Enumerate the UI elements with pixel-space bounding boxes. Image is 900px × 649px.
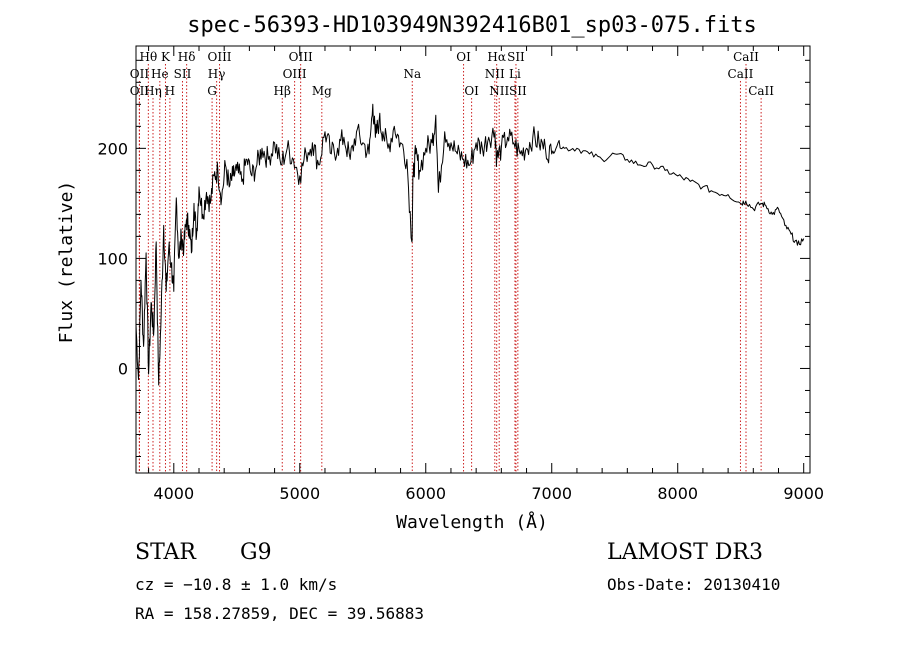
line-label-10: Hγ (208, 67, 226, 81)
line-label-21: NII (489, 84, 509, 98)
line-label-13: OIII (283, 67, 307, 81)
line-label-2: OII (130, 84, 150, 98)
line-label-1: OII (130, 67, 150, 81)
line-label-25: CaII (733, 50, 759, 64)
line-label-16: Na (403, 67, 421, 81)
x-tick-label-3: 7000 (531, 484, 572, 503)
survey-name: LAMOST DR3 (607, 540, 763, 565)
spectrum-series-line (135, 103, 805, 386)
ra-dec-coordinates: RA = 158.27859, DEC = 39.56883 (135, 604, 424, 623)
x-tick-label-0: 4000 (153, 484, 194, 503)
line-label-19: Hα (487, 50, 506, 64)
x-tick-label-4: 8000 (657, 484, 698, 503)
line-label-20: NII (485, 67, 505, 81)
spectral-subclass: G9 (240, 540, 272, 565)
spectral-line-markers: Hθ OII OII K He Hη Hδ SII H OIII Hγ G OIII OIII Hβ Mg Na… (130, 50, 774, 473)
x-tick-label-1: 5000 (279, 484, 320, 503)
line-label-14: Hβ (274, 84, 291, 98)
observation-date: Obs-Date: 20130410 (607, 575, 780, 594)
line-label-9: OIII (207, 50, 231, 64)
line-label-0: Hθ (139, 50, 157, 64)
line-label-6: Hδ (178, 50, 196, 64)
line-label-4: He (151, 67, 169, 81)
line-label-3: K (161, 50, 171, 64)
redshift-cz: cz = −10.8 ± 1.0 km/s (135, 575, 337, 594)
line-label-24: SII (509, 84, 527, 98)
plot-frame (135, 45, 811, 474)
chart-title: spec-56393-HD103949N392416B01_sp03-075.f… (187, 13, 757, 38)
line-label-12: OIII (289, 50, 313, 64)
line-label-23: Li (509, 67, 521, 81)
x-axis-label: Wavelength (Å) (396, 511, 548, 533)
line-label-15: Mg (312, 84, 332, 98)
line-label-11: G (207, 84, 217, 98)
line-label-5: Hη (144, 84, 162, 98)
y-tick-label-1: 100 (97, 249, 128, 268)
x-tick-label-2: 6000 (405, 484, 446, 503)
y-tick-label-2: 200 (97, 139, 128, 158)
y-tick-label-0: 0 (118, 359, 128, 378)
line-label-22: SII (507, 50, 525, 64)
line-label-18: OI (464, 84, 479, 98)
line-label-7: SII (174, 67, 192, 81)
y-axis-label: Flux (relative) (56, 181, 77, 344)
line-label-26: CaII (728, 67, 754, 81)
line-label-27: CaII (748, 84, 774, 98)
axis-ticks: 4000 5000 6000 7000 8000 9000 0 100 200 (97, 46, 824, 503)
x-tick-label-5: 9000 (783, 484, 824, 503)
line-label-17: OI (456, 50, 471, 64)
object-type: STAR (135, 540, 197, 565)
line-label-8: H (165, 84, 175, 98)
